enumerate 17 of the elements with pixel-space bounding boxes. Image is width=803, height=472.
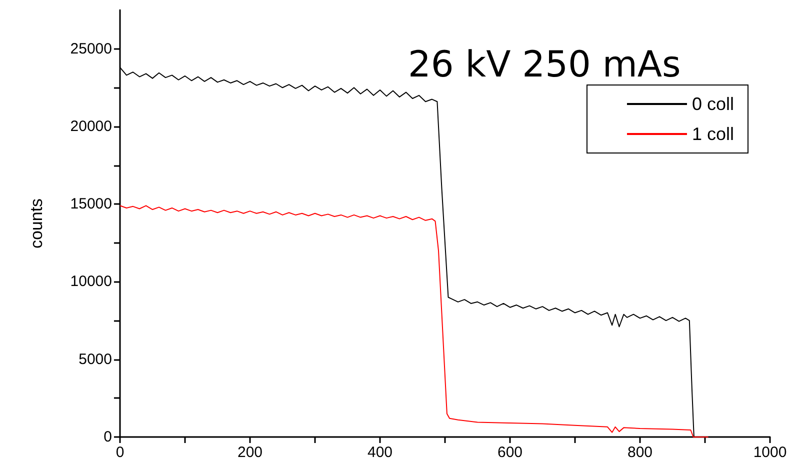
legend-label: 1 coll <box>692 124 734 144</box>
x-tick-label: 0 <box>116 444 124 461</box>
x-tick-label: 600 <box>497 444 523 461</box>
text: 26 kV 250 mAs <box>408 44 681 86</box>
y-tick-label: 15000 <box>70 196 112 213</box>
legend-label: 0 coll <box>692 94 734 114</box>
y-tick-label: 25000 <box>70 40 112 58</box>
x-tick-label: 800 <box>627 444 653 461</box>
line-series <box>120 205 709 438</box>
y-tick-label: 0 <box>104 428 112 446</box>
y-tick-label: 5000 <box>78 350 112 368</box>
y-tick-label: 20000 <box>70 118 112 135</box>
x-tick-label: 400 <box>367 444 393 461</box>
x-tick-label: 1000 <box>753 444 787 461</box>
y-tick-label: 10000 <box>70 273 112 290</box>
x-tick-label: 200 <box>237 444 263 461</box>
y-axis-title: counts <box>27 198 46 249</box>
